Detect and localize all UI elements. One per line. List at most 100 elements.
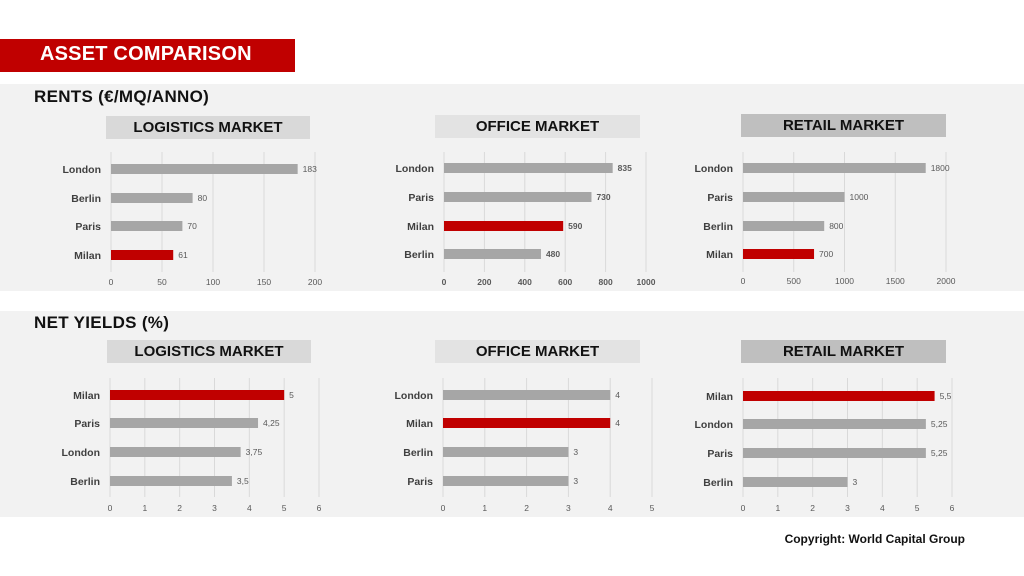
value-label-rents-office-paris: 730 xyxy=(596,192,610,202)
bar-rents-office-paris xyxy=(444,192,592,202)
tick-label-yields-retail-2: 2 xyxy=(810,503,815,513)
bar-yields-logistics-london xyxy=(110,447,241,457)
tick-label-rents-office-0: 0 xyxy=(442,277,447,287)
tick-label-yields-logistics-6: 6 xyxy=(317,503,322,513)
chart-header-rents-retail: RETAIL MARKET xyxy=(741,114,946,137)
category-label-rents-office-paris: Paris xyxy=(408,192,434,204)
value-label-rents-office-milan: 590 xyxy=(568,221,582,231)
category-label-yields-retail-berlin: Berlin xyxy=(703,477,733,489)
value-label-rents-logistics-paris: 70 xyxy=(187,221,197,231)
bar-rents-logistics-milan xyxy=(111,250,174,260)
tick-label-rents-logistics-4: 200 xyxy=(308,277,322,287)
tick-label-yields-retail-3: 3 xyxy=(845,503,850,513)
bar-rents-logistics-london xyxy=(111,164,298,174)
bar-yields-office-london xyxy=(443,390,611,400)
bar-yields-retail-berlin xyxy=(743,477,848,487)
category-label-rents-logistics-milan: Milan xyxy=(74,250,101,262)
tick-label-yields-retail-1: 1 xyxy=(775,503,780,513)
value-label-rents-retail-london: 1800 xyxy=(931,163,950,173)
tick-label-yields-retail-5: 5 xyxy=(915,503,920,513)
tick-label-yields-retail-0: 0 xyxy=(741,503,746,513)
tick-label-rents-retail-0: 0 xyxy=(741,276,746,286)
tick-label-yields-office-5: 5 xyxy=(650,503,655,513)
category-label-rents-office-berlin: Berlin xyxy=(404,249,434,261)
tick-label-rents-retail-1: 500 xyxy=(787,276,801,286)
category-label-rents-office-milan: Milan xyxy=(407,221,434,233)
tick-label-yields-office-0: 0 xyxy=(441,503,446,513)
tick-label-rents-office-2: 400 xyxy=(518,277,532,287)
tick-label-rents-retail-3: 1500 xyxy=(886,276,905,286)
value-label-rents-office-berlin: 480 xyxy=(546,249,560,259)
tick-label-yields-logistics-4: 4 xyxy=(247,503,252,513)
category-label-yields-logistics-milan: Milan xyxy=(73,390,100,402)
bar-yields-logistics-milan xyxy=(110,390,285,400)
tick-label-yields-office-3: 3 xyxy=(566,503,571,513)
tick-label-yields-logistics-3: 3 xyxy=(212,503,217,513)
tick-label-yields-logistics-2: 2 xyxy=(177,503,182,513)
value-label-rents-retail-berlin: 800 xyxy=(829,221,843,231)
value-label-yields-office-london: 4 xyxy=(615,390,620,400)
tick-label-rents-office-1: 200 xyxy=(477,277,491,287)
category-label-yields-retail-milan: Milan xyxy=(706,391,733,403)
tick-label-yields-office-4: 4 xyxy=(608,503,613,513)
tick-label-rents-office-3: 600 xyxy=(558,277,572,287)
tick-label-rents-retail-4: 2000 xyxy=(937,276,956,286)
bar-rents-logistics-berlin xyxy=(111,193,193,203)
bar-yields-office-milan xyxy=(443,418,611,428)
tick-label-rents-office-5: 1000 xyxy=(637,277,656,287)
bar-yields-retail-milan xyxy=(743,391,935,401)
tick-label-yields-office-2: 2 xyxy=(524,503,529,513)
category-label-yields-office-london: London xyxy=(395,390,433,402)
value-label-rents-retail-paris: 1000 xyxy=(850,192,869,202)
copyright-text: Copyright: World Capital Group xyxy=(784,532,965,546)
category-label-rents-retail-milan: Milan xyxy=(706,249,733,261)
tick-label-yields-logistics-1: 1 xyxy=(142,503,147,513)
value-label-rents-logistics-milan: 61 xyxy=(178,250,188,260)
category-label-yields-logistics-london: London xyxy=(62,447,100,459)
bar-rents-logistics-paris xyxy=(111,221,183,231)
category-label-yields-retail-paris: Paris xyxy=(707,448,733,460)
chart-header-rents-logistics: LOGISTICS MARKET xyxy=(106,116,310,139)
value-label-yields-retail-milan: 5,5 xyxy=(940,391,952,401)
category-label-yields-logistics-berlin: Berlin xyxy=(70,476,100,488)
page-title: ASSET COMPARISON xyxy=(40,43,252,65)
tick-label-yields-office-1: 1 xyxy=(482,503,487,513)
bar-yields-logistics-paris xyxy=(110,418,259,428)
category-label-rents-office-london: London xyxy=(396,163,434,175)
tick-label-rents-logistics-1: 50 xyxy=(157,277,167,287)
category-label-yields-office-berlin: Berlin xyxy=(403,447,433,459)
category-label-rents-retail-berlin: Berlin xyxy=(703,221,733,233)
tick-label-yields-logistics-5: 5 xyxy=(282,503,287,513)
category-label-rents-retail-paris: Paris xyxy=(707,192,733,204)
value-label-yields-retail-berlin: 3 xyxy=(853,477,858,487)
bar-rents-retail-paris xyxy=(743,192,845,202)
tick-label-yields-retail-6: 6 xyxy=(950,503,955,513)
category-label-rents-logistics-london: London xyxy=(63,164,101,176)
category-label-yields-office-paris: Paris xyxy=(407,476,433,488)
bar-yields-retail-paris xyxy=(743,448,926,458)
bar-yields-logistics-berlin xyxy=(110,476,232,486)
category-label-rents-retail-london: London xyxy=(695,163,733,175)
chart-header-yields-logistics: LOGISTICS MARKET xyxy=(107,340,311,363)
value-label-yields-retail-paris: 5,25 xyxy=(931,448,948,458)
value-label-yields-office-berlin: 3 xyxy=(573,447,578,457)
bar-rents-office-milan xyxy=(444,221,564,231)
rents-section-title: RENTS (€/MQ/ANNO) xyxy=(34,87,210,106)
chart-header-rents-office: OFFICE MARKET xyxy=(435,115,640,138)
tick-label-rents-office-4: 800 xyxy=(599,277,613,287)
bar-rents-office-london xyxy=(444,163,613,173)
value-label-rents-logistics-london: 183 xyxy=(303,164,317,174)
bar-rents-retail-milan xyxy=(743,249,815,259)
title-banner: ASSET COMPARISON xyxy=(0,39,295,72)
tick-label-yields-logistics-0: 0 xyxy=(108,503,113,513)
tick-label-rents-logistics-2: 100 xyxy=(206,277,220,287)
tick-label-yields-retail-4: 4 xyxy=(880,503,885,513)
value-label-rents-retail-milan: 700 xyxy=(819,249,833,259)
tick-label-rents-retail-2: 1000 xyxy=(835,276,854,286)
yields-section-title: NET YIELDS (%) xyxy=(34,313,170,332)
value-label-yields-logistics-paris: 4,25 xyxy=(263,418,280,428)
bar-rents-retail-berlin xyxy=(743,221,825,231)
tick-label-rents-logistics-0: 0 xyxy=(109,277,114,287)
value-label-yields-logistics-milan: 5 xyxy=(289,390,294,400)
tick-label-rents-logistics-3: 150 xyxy=(257,277,271,287)
